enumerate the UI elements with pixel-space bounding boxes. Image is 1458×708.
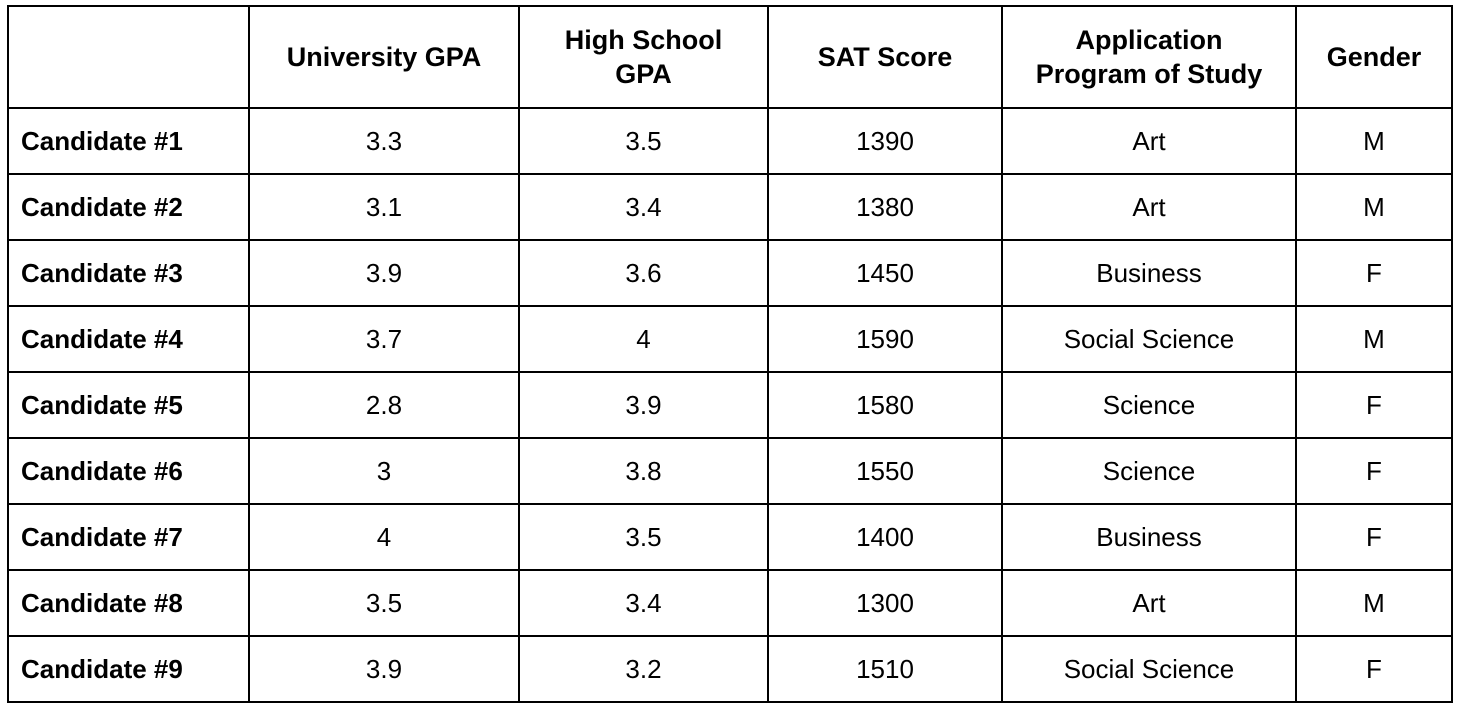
table-cell: Art — [1001, 107, 1297, 175]
table-cell: 3.3 — [248, 107, 520, 175]
row-label: Candidate #3 — [7, 239, 250, 307]
table-header: University GPA High School GPA SAT Score App… — [7, 5, 1453, 109]
table-cell: 1400 — [767, 503, 1003, 571]
table-row: Candidate #1 3.3 3.5 1390 Art M — [7, 107, 1453, 175]
table-cell: 3.9 — [248, 239, 520, 307]
table-cell: 4 — [248, 503, 520, 571]
column-header: Application Program of Study — [1001, 5, 1297, 109]
table-cell: M — [1295, 173, 1453, 241]
table-cell: Business — [1001, 503, 1297, 571]
row-label: Candidate #6 — [7, 437, 250, 505]
table-cell: 1390 — [767, 107, 1003, 175]
table-row: Candidate #8 3.5 3.4 1300 Art M — [7, 569, 1453, 637]
table-row: Candidate #2 3.1 3.4 1380 Art M — [7, 173, 1453, 241]
candidate-table: University GPA High School GPA SAT Score App… — [7, 5, 1453, 703]
table-cell: 1590 — [767, 305, 1003, 373]
column-header: SAT Score — [767, 5, 1003, 109]
table-cell: F — [1295, 239, 1453, 307]
table-cell: Science — [1001, 371, 1297, 439]
table-row: Candidate #5 2.8 3.9 1580 Science F — [7, 371, 1453, 439]
table-cell: 1580 — [767, 371, 1003, 439]
table-cell: 3.9 — [518, 371, 769, 439]
table-cell: 3.6 — [518, 239, 769, 307]
table-cell: 3.7 — [248, 305, 520, 373]
table-cell: 3.9 — [248, 635, 520, 703]
table-row: Candidate #4 3.7 4 1590 Social Science M — [7, 305, 1453, 373]
table-cell: Art — [1001, 173, 1297, 241]
corner-cell — [7, 5, 250, 109]
table-cell: 3.2 — [518, 635, 769, 703]
table-cell: 3.5 — [518, 107, 769, 175]
table-cell: Social Science — [1001, 305, 1297, 373]
row-label: Candidate #1 — [7, 107, 250, 175]
table-row: Candidate #7 4 3.5 1400 Business F — [7, 503, 1453, 571]
table-cell: F — [1295, 437, 1453, 505]
row-label: Candidate #9 — [7, 635, 250, 703]
table-cell: F — [1295, 635, 1453, 703]
table-cell: F — [1295, 503, 1453, 571]
table-cell: 3.4 — [518, 569, 769, 637]
row-label: Candidate #2 — [7, 173, 250, 241]
row-label: Candidate #7 — [7, 503, 250, 571]
header-row: University GPA High School GPA SAT Score App… — [7, 5, 1453, 109]
table-row: Candidate #9 3.9 3.2 1510 Social Science F — [7, 635, 1453, 703]
table-cell: M — [1295, 107, 1453, 175]
table-cell: 3.8 — [518, 437, 769, 505]
table-cell: Business — [1001, 239, 1297, 307]
table-cell: M — [1295, 569, 1453, 637]
table-cell: 1510 — [767, 635, 1003, 703]
table-cell: M — [1295, 305, 1453, 373]
row-label: Candidate #5 — [7, 371, 250, 439]
table-cell: 3.1 — [248, 173, 520, 241]
column-header: Gender — [1295, 5, 1453, 109]
table-container: University GPA High School GPA SAT Score App… — [7, 5, 1453, 703]
table-cell: 1550 — [767, 437, 1003, 505]
row-label: Candidate #8 — [7, 569, 250, 637]
table-cell: 1300 — [767, 569, 1003, 637]
table-cell: F — [1295, 371, 1453, 439]
table-cell: Science — [1001, 437, 1297, 505]
table-cell: 3 — [248, 437, 520, 505]
table-cell: 1450 — [767, 239, 1003, 307]
table-row: Candidate #6 3 3.8 1550 Science F — [7, 437, 1453, 505]
table-cell: 4 — [518, 305, 769, 373]
row-label: Candidate #4 — [7, 305, 250, 373]
table-cell: 3.4 — [518, 173, 769, 241]
column-header: High School GPA — [518, 5, 769, 109]
table-body: Candidate #1 3.3 3.5 1390 Art M Candidate #2 3.… — [7, 107, 1453, 703]
table-cell: Art — [1001, 569, 1297, 637]
column-header: University GPA — [248, 5, 520, 109]
table-cell: 3.5 — [248, 569, 520, 637]
table-cell: Social Science — [1001, 635, 1297, 703]
table-cell: 2.8 — [248, 371, 520, 439]
table-cell: 1380 — [767, 173, 1003, 241]
table-cell: 3.5 — [518, 503, 769, 571]
table-row: Candidate #3 3.9 3.6 1450 Business F — [7, 239, 1453, 307]
